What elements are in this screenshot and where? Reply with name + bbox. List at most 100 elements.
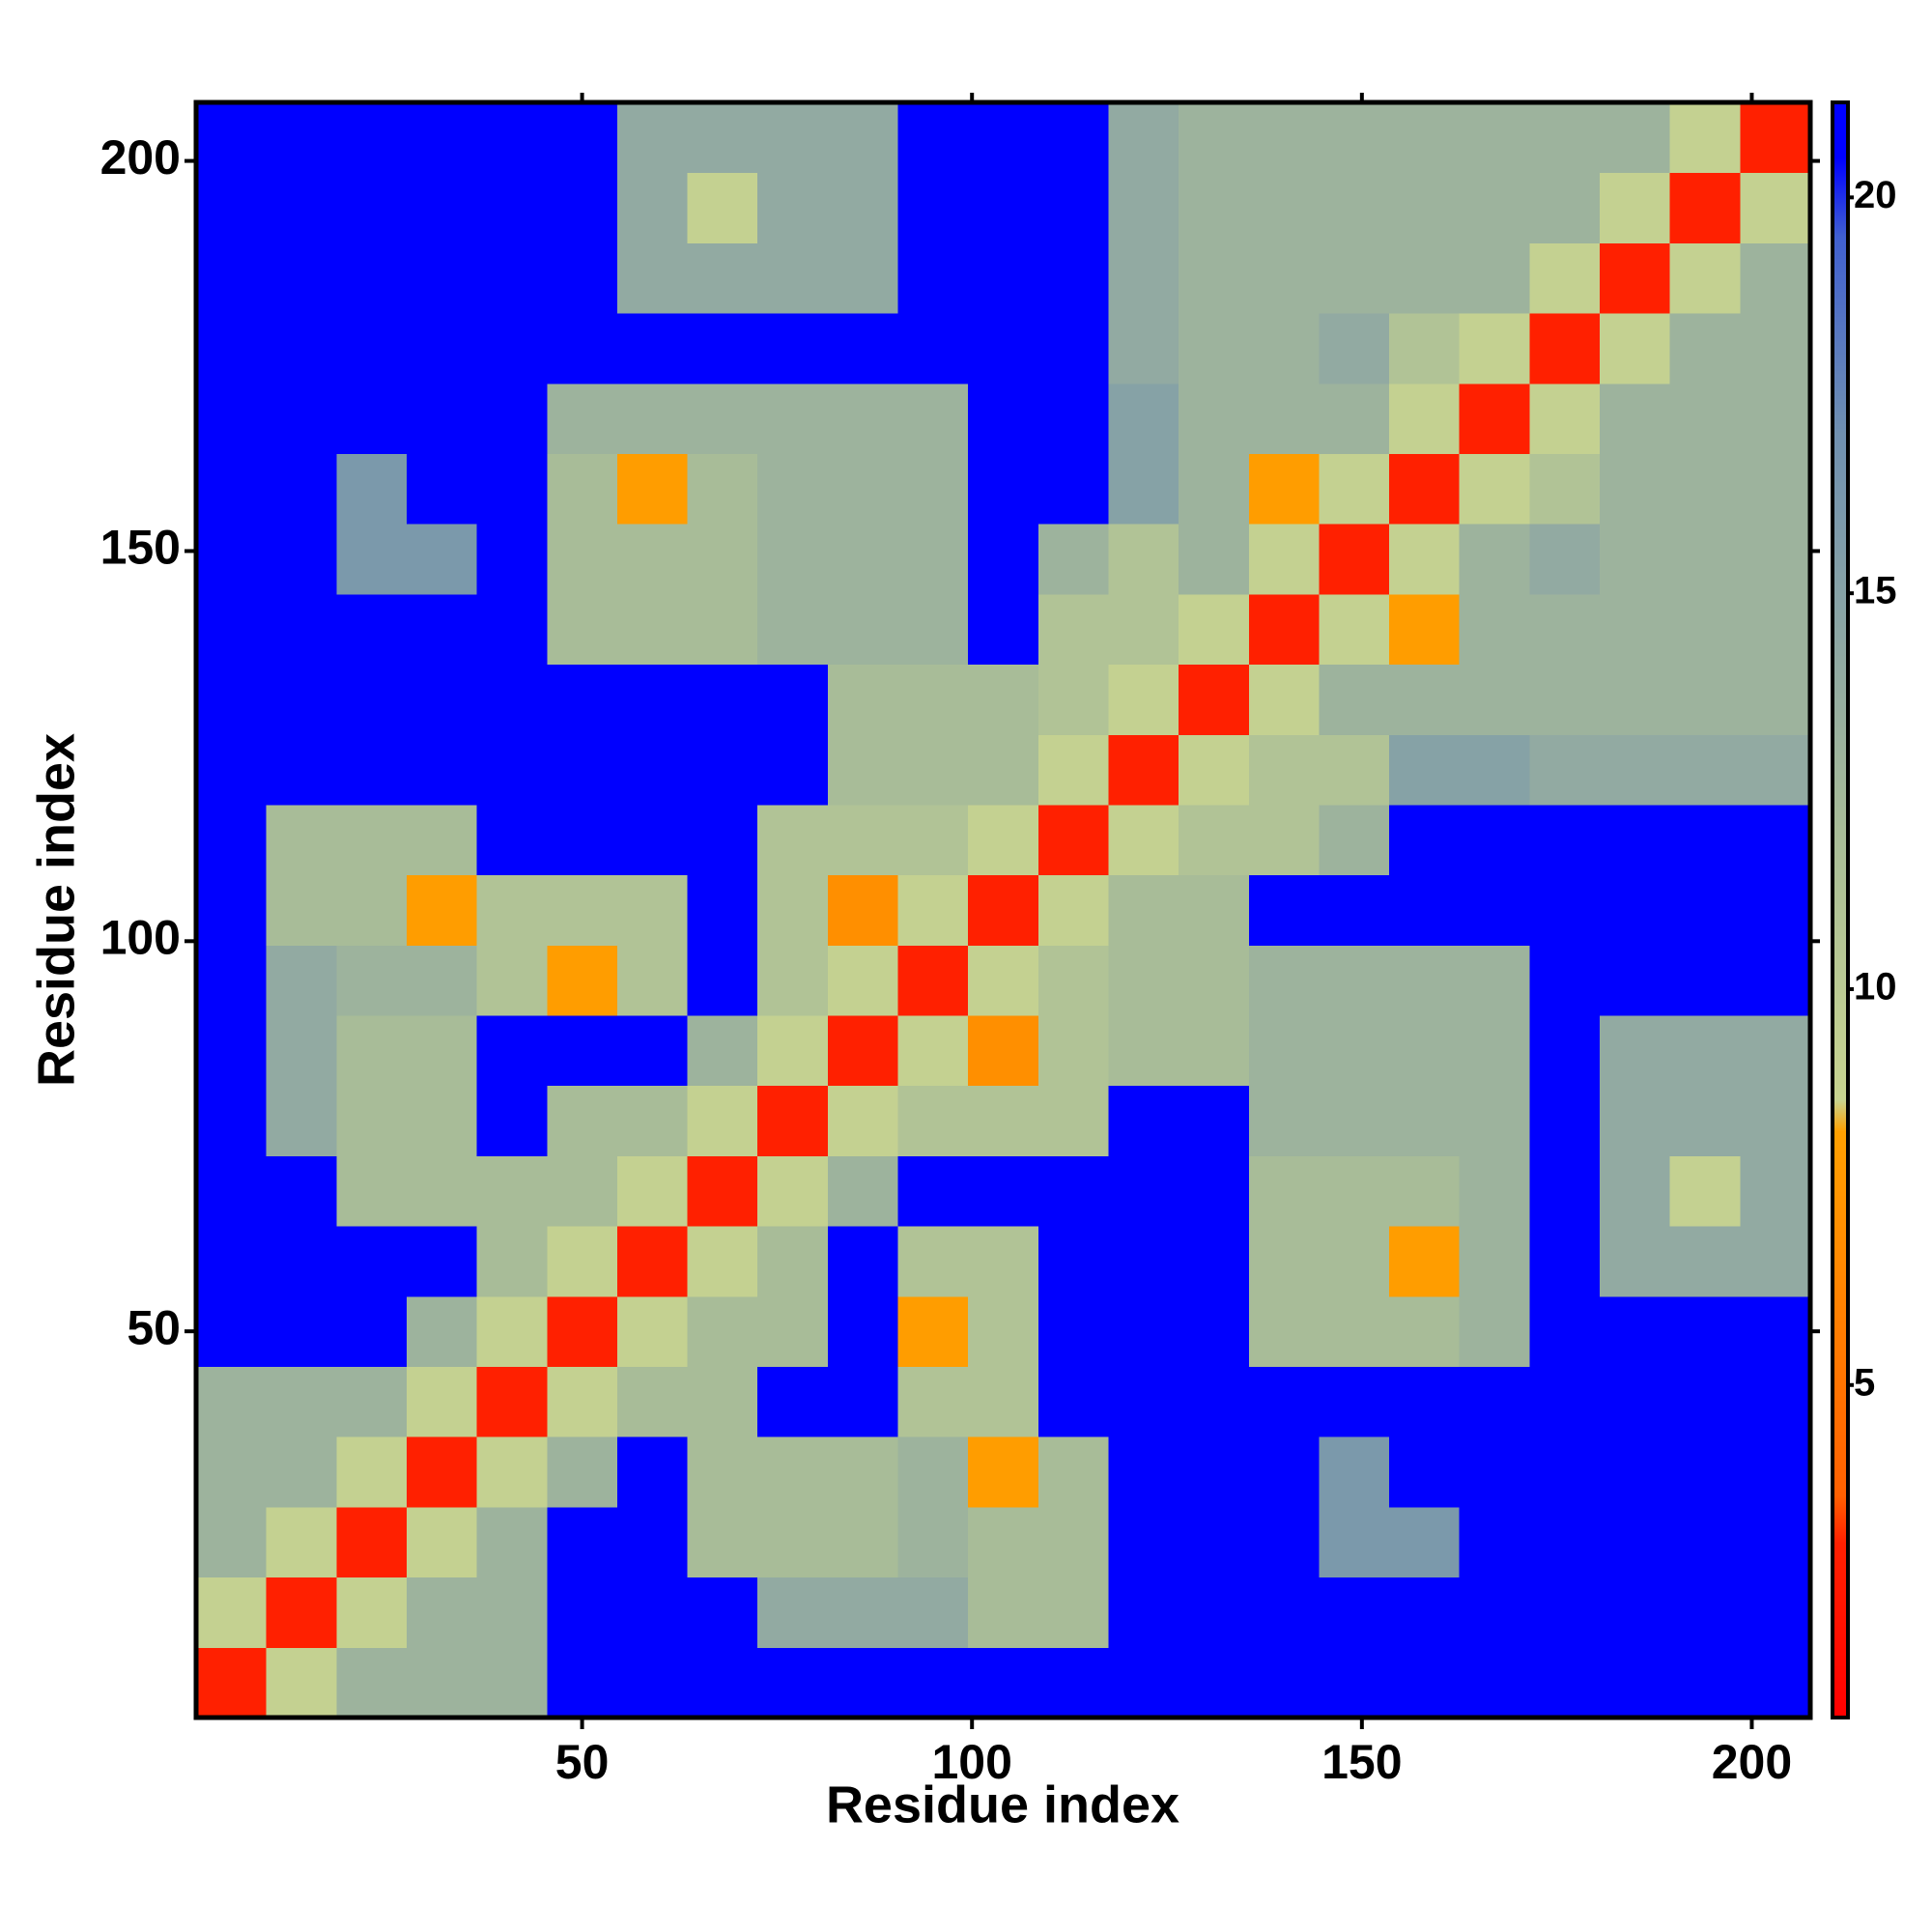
- heatmap-cell: [1600, 453, 1671, 525]
- heatmap-cell: [1248, 1577, 1320, 1648]
- heatmap-cell: [1459, 1085, 1530, 1156]
- heatmap-cell: [1037, 172, 1109, 243]
- heatmap-cell: [1389, 1085, 1461, 1156]
- heatmap-cell: [1179, 1506, 1250, 1578]
- heatmap-cell: [1389, 102, 1461, 174]
- heatmap-cell: [1319, 945, 1390, 1016]
- heatmap-cell: [757, 1295, 829, 1368]
- heatmap-cell: [1529, 313, 1601, 384]
- heatmap-cell: [1319, 1295, 1390, 1368]
- heatmap-cell: [1740, 1577, 1811, 1648]
- heatmap-cell: [336, 1647, 408, 1719]
- heatmap-cell: [1248, 1015, 1320, 1087]
- heatmap-cell: [1037, 1295, 1109, 1368]
- heatmap-cell: [266, 383, 337, 454]
- heatmap-cell: [827, 383, 899, 454]
- heatmap-cell: [1740, 734, 1811, 806]
- heatmap-cell: [757, 1226, 829, 1297]
- heatmap-cell: [336, 1436, 408, 1508]
- heatmap-cell: [406, 242, 478, 314]
- heatmap-cell: [1459, 102, 1530, 174]
- heatmap-cell: [1389, 172, 1461, 243]
- heatmap-cell: [336, 1155, 408, 1227]
- heatmap-cell: [757, 1436, 829, 1508]
- heatmap-cell: [336, 172, 408, 243]
- heatmap-cell: [1248, 1155, 1320, 1227]
- heatmap-cell: [1669, 1085, 1741, 1156]
- heatmap-cell: [1108, 1506, 1179, 1578]
- heatmap-cell: [196, 1647, 268, 1719]
- heatmap-cell: [476, 664, 548, 735]
- heatmap-cell: [1108, 1577, 1179, 1648]
- heatmap-cell: [1179, 242, 1250, 314]
- heatmap-cell: [968, 945, 1039, 1016]
- heatmap-cell: [1600, 664, 1671, 735]
- heatmap-cell: [687, 313, 758, 384]
- heatmap-cell: [266, 804, 337, 876]
- heatmap-cell: [1389, 453, 1461, 525]
- heatmap-cell: [1600, 945, 1671, 1016]
- heatmap-cell: [406, 102, 478, 174]
- heatmap-cell: [757, 874, 829, 946]
- heatmap-cell: [1179, 1436, 1250, 1508]
- heatmap-cell: [1179, 1577, 1250, 1648]
- heatmap-cell: [1389, 242, 1461, 314]
- heatmap-cell: [196, 734, 268, 806]
- heatmap-cell: [1459, 1436, 1530, 1508]
- heatmap-cell: [1529, 734, 1601, 806]
- heatmap-cell: [1740, 242, 1811, 314]
- heatmap-cell: [897, 874, 969, 946]
- heatmap-cell: [616, 1647, 689, 1719]
- heatmap-cell: [757, 242, 829, 314]
- heatmap-cell: [687, 1015, 758, 1087]
- heatmap-cell: [406, 874, 478, 946]
- heatmap-cell: [1459, 524, 1530, 595]
- heatmap-cell: [1669, 242, 1741, 314]
- heatmap-cell: [1037, 102, 1109, 174]
- heatmap-cell: [1179, 664, 1250, 735]
- heatmap-cell: [1037, 874, 1109, 946]
- heatmap-cell: [476, 945, 548, 1016]
- heatmap-cell: [616, 1577, 689, 1648]
- heatmap-cell: [757, 945, 829, 1016]
- heatmap-cell: [687, 102, 758, 174]
- heatmap-cell: [1459, 1015, 1530, 1087]
- heatmap-cell: [687, 874, 758, 946]
- heatmap-cell: [406, 1085, 478, 1156]
- heatmap-cell: [196, 804, 268, 876]
- heatmap-cell: [757, 453, 829, 525]
- heatmap-cell: [616, 1085, 689, 1156]
- heatmap-cell: [616, 1226, 689, 1297]
- heatmap-cell: [1459, 1295, 1530, 1368]
- heatmap-cell: [1179, 453, 1250, 525]
- heatmap-cell: [476, 453, 548, 525]
- heatmap-cell: [757, 1647, 829, 1719]
- heatmap-cell: [336, 874, 408, 946]
- heatmap-cell: [897, 383, 969, 454]
- heatmap-cell: [547, 1015, 618, 1087]
- heatmap-cell: [687, 172, 758, 243]
- heatmap-cell: [406, 1577, 478, 1648]
- heatmap-cell: [1600, 1366, 1671, 1437]
- heatmap-cell: [1037, 453, 1109, 525]
- heatmap-cell: [196, 1015, 268, 1087]
- heatmap-cell: [476, 1366, 548, 1437]
- heatmap-cell: [757, 804, 829, 876]
- heatmap-cell: [196, 453, 268, 525]
- heatmap-cell: [1179, 102, 1250, 174]
- y-tick-label: 50: [127, 1300, 181, 1354]
- heatmap-cell: [1179, 1226, 1250, 1297]
- heatmap-cell: [1600, 313, 1671, 384]
- heatmap-cell: [1037, 664, 1109, 735]
- y-axis-title: Residue index: [27, 733, 85, 1087]
- heatmap-cell: [1037, 242, 1109, 314]
- heatmap-cell: [897, 313, 969, 384]
- heatmap-cell: [1319, 524, 1390, 595]
- heatmap-cell: [1740, 1647, 1811, 1719]
- heatmap-cell: [1108, 593, 1179, 666]
- heatmap-cell: [406, 1436, 478, 1508]
- heatmap-cell: [1179, 172, 1250, 243]
- heatmap-cell: [897, 524, 969, 595]
- heatmap-cell: [547, 1366, 618, 1437]
- heatmap-cell: [266, 1647, 337, 1719]
